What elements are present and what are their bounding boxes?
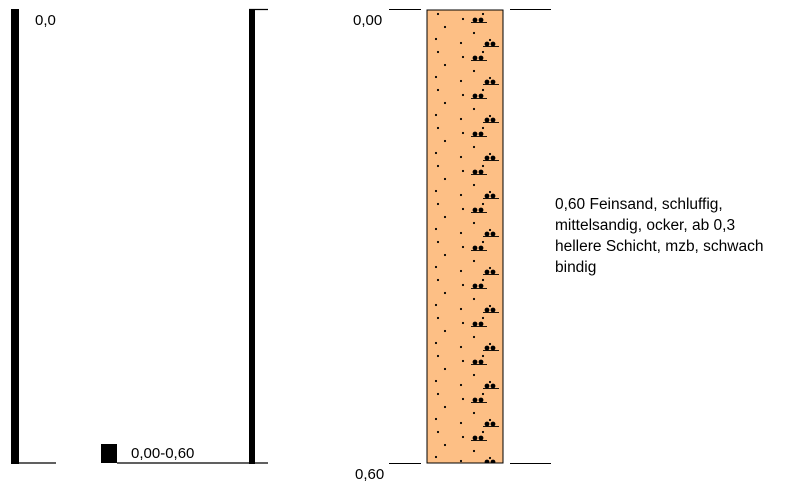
right-scale-bar: [249, 9, 255, 464]
left-top-depth-label: 0,0: [35, 12, 56, 29]
sample-marker: [101, 444, 117, 463]
soil-layer-column: [426, 9, 504, 464]
layer-description-line: bindig: [555, 259, 597, 276]
layer-description-line: mittelsandig, ocker, ab 0,3: [555, 217, 736, 234]
sample-label: 0,00-0,60: [131, 445, 194, 462]
profile-bottom-depth-label: 0,60: [355, 466, 384, 483]
left-depth-bar: [11, 9, 19, 464]
layer-description-line: hellere Schicht, mzb, schwach: [555, 238, 764, 255]
profile-top-depth-label: 0,00: [353, 12, 382, 29]
layer-description-line: 0,60 Feinsand, schluffig,: [555, 196, 723, 213]
